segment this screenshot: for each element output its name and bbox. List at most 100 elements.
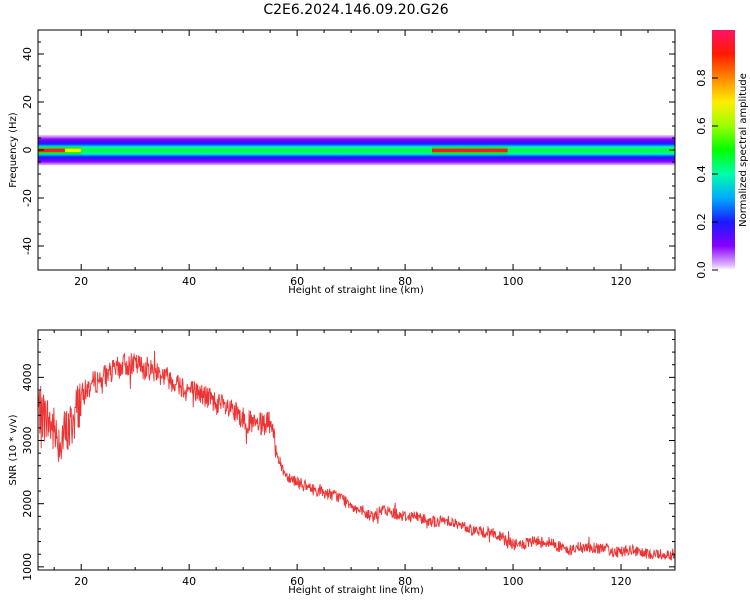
heatmap-cell xyxy=(124,162,128,164)
heatmap-cell xyxy=(294,161,298,163)
heatmap-cell xyxy=(394,136,398,138)
heatmap-cell xyxy=(191,156,195,158)
heatmap-cell xyxy=(326,152,330,154)
heatmap-cell xyxy=(421,137,425,139)
heatmap-cell xyxy=(275,148,279,150)
heatmap-cell xyxy=(224,144,228,147)
heatmap-cell xyxy=(364,163,368,165)
heatmap-cell xyxy=(56,146,60,148)
heatmap-cell xyxy=(127,138,131,140)
heatmap-cell xyxy=(191,156,195,159)
heatmap-cell xyxy=(191,142,195,144)
heatmap-cell xyxy=(364,160,368,162)
heatmap-cell xyxy=(162,148,166,150)
heatmap-cell xyxy=(289,156,293,158)
heatmap-cell xyxy=(105,149,109,151)
heatmap-cell xyxy=(121,156,125,159)
heatmap-cell xyxy=(159,145,163,147)
heatmap-cell xyxy=(423,157,428,160)
heatmap-cell xyxy=(40,139,44,141)
heatmap-cell xyxy=(340,154,344,156)
heatmap-cell xyxy=(70,136,74,138)
heatmap-cell xyxy=(367,152,371,154)
heatmap-cell xyxy=(367,159,371,161)
heatmap-cell xyxy=(178,151,182,153)
heatmap-cell xyxy=(94,148,98,150)
heatmap-cell xyxy=(259,154,263,156)
heatmap-cell xyxy=(340,144,344,147)
heatmap-cell xyxy=(48,161,52,163)
heatmap-cell xyxy=(70,140,74,142)
heatmap-cell xyxy=(113,150,117,152)
heatmap-cell xyxy=(270,142,274,144)
heatmap-cell xyxy=(56,158,60,160)
heatmap-cell xyxy=(426,139,430,141)
heatmap-cell xyxy=(46,141,50,143)
heatmap-cell xyxy=(343,142,347,144)
heatmap-cell xyxy=(326,154,330,156)
heatmap-cell xyxy=(135,136,139,138)
heatmap-cell xyxy=(429,137,433,139)
heatmap-cell xyxy=(110,142,114,144)
heatmap-cell xyxy=(326,150,330,152)
heatmap-cell xyxy=(116,138,120,140)
heatmap-cell xyxy=(62,158,66,160)
heatmap-cell xyxy=(156,141,160,143)
heatmap-cell xyxy=(51,136,55,138)
heatmap-cell xyxy=(43,148,47,150)
heatmap-cell xyxy=(399,145,403,147)
heatmap-cell xyxy=(423,147,428,149)
heatmap-cell xyxy=(140,147,144,149)
heatmap-cell xyxy=(75,145,79,147)
heatmap-cell xyxy=(194,153,198,155)
heatmap-cell xyxy=(340,147,344,149)
heatmap-cell xyxy=(40,161,44,163)
heatmap-cell xyxy=(334,151,339,153)
heatmap-cell xyxy=(367,137,371,140)
heatmap-cell xyxy=(321,137,325,139)
heatmap-cell xyxy=(356,159,360,161)
heatmap-cell xyxy=(291,143,295,145)
heatmap-cell xyxy=(194,163,198,166)
heatmap-cell xyxy=(140,156,144,159)
heatmap-cell xyxy=(256,139,260,141)
heatmap-cell xyxy=(94,146,98,148)
heatmap-cell xyxy=(423,163,428,165)
heatmap-cell xyxy=(178,146,182,148)
heatmap-cell xyxy=(102,161,106,163)
heatmap-cell xyxy=(145,145,150,147)
heatmap-cell xyxy=(267,147,271,149)
heatmap-cell xyxy=(145,153,150,155)
heatmap-cell xyxy=(129,143,133,146)
heatmap-cell xyxy=(415,163,419,166)
heatmap-cell xyxy=(399,137,403,139)
heatmap-cell xyxy=(283,156,287,158)
heatmap-cell xyxy=(183,162,187,164)
heatmap-cell xyxy=(243,142,247,144)
heatmap-cell xyxy=(108,156,112,158)
heatmap-cell xyxy=(262,152,266,154)
heatmap-cell xyxy=(324,156,328,159)
heatmap-cell xyxy=(210,160,214,162)
heatmap-cell xyxy=(186,143,190,145)
heatmap-cell xyxy=(421,156,425,159)
heatmap-cell xyxy=(113,142,117,144)
heatmap-cell xyxy=(410,153,414,155)
heatmap-cell xyxy=(186,140,190,142)
heatmap-cell xyxy=(143,161,147,163)
heatmap-cell xyxy=(402,139,406,141)
heatmap-cell xyxy=(137,147,141,149)
heatmap-cell xyxy=(218,150,222,153)
heatmap-cell xyxy=(289,150,293,153)
heatmap-cell xyxy=(143,155,147,157)
heatmap-cell xyxy=(197,145,201,147)
heatmap-cell xyxy=(272,151,276,153)
heatmap-cell xyxy=(172,156,177,158)
heatmap-cell xyxy=(235,158,239,160)
heatmap-cell xyxy=(407,163,411,165)
heatmap-cell xyxy=(361,137,365,139)
heatmap-cell xyxy=(407,153,411,155)
heatmap-cell xyxy=(302,155,306,157)
heatmap-cell xyxy=(156,159,160,161)
heatmap-cell xyxy=(286,143,290,146)
